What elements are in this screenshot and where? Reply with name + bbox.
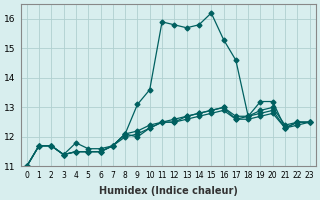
X-axis label: Humidex (Indice chaleur): Humidex (Indice chaleur) xyxy=(99,186,238,196)
